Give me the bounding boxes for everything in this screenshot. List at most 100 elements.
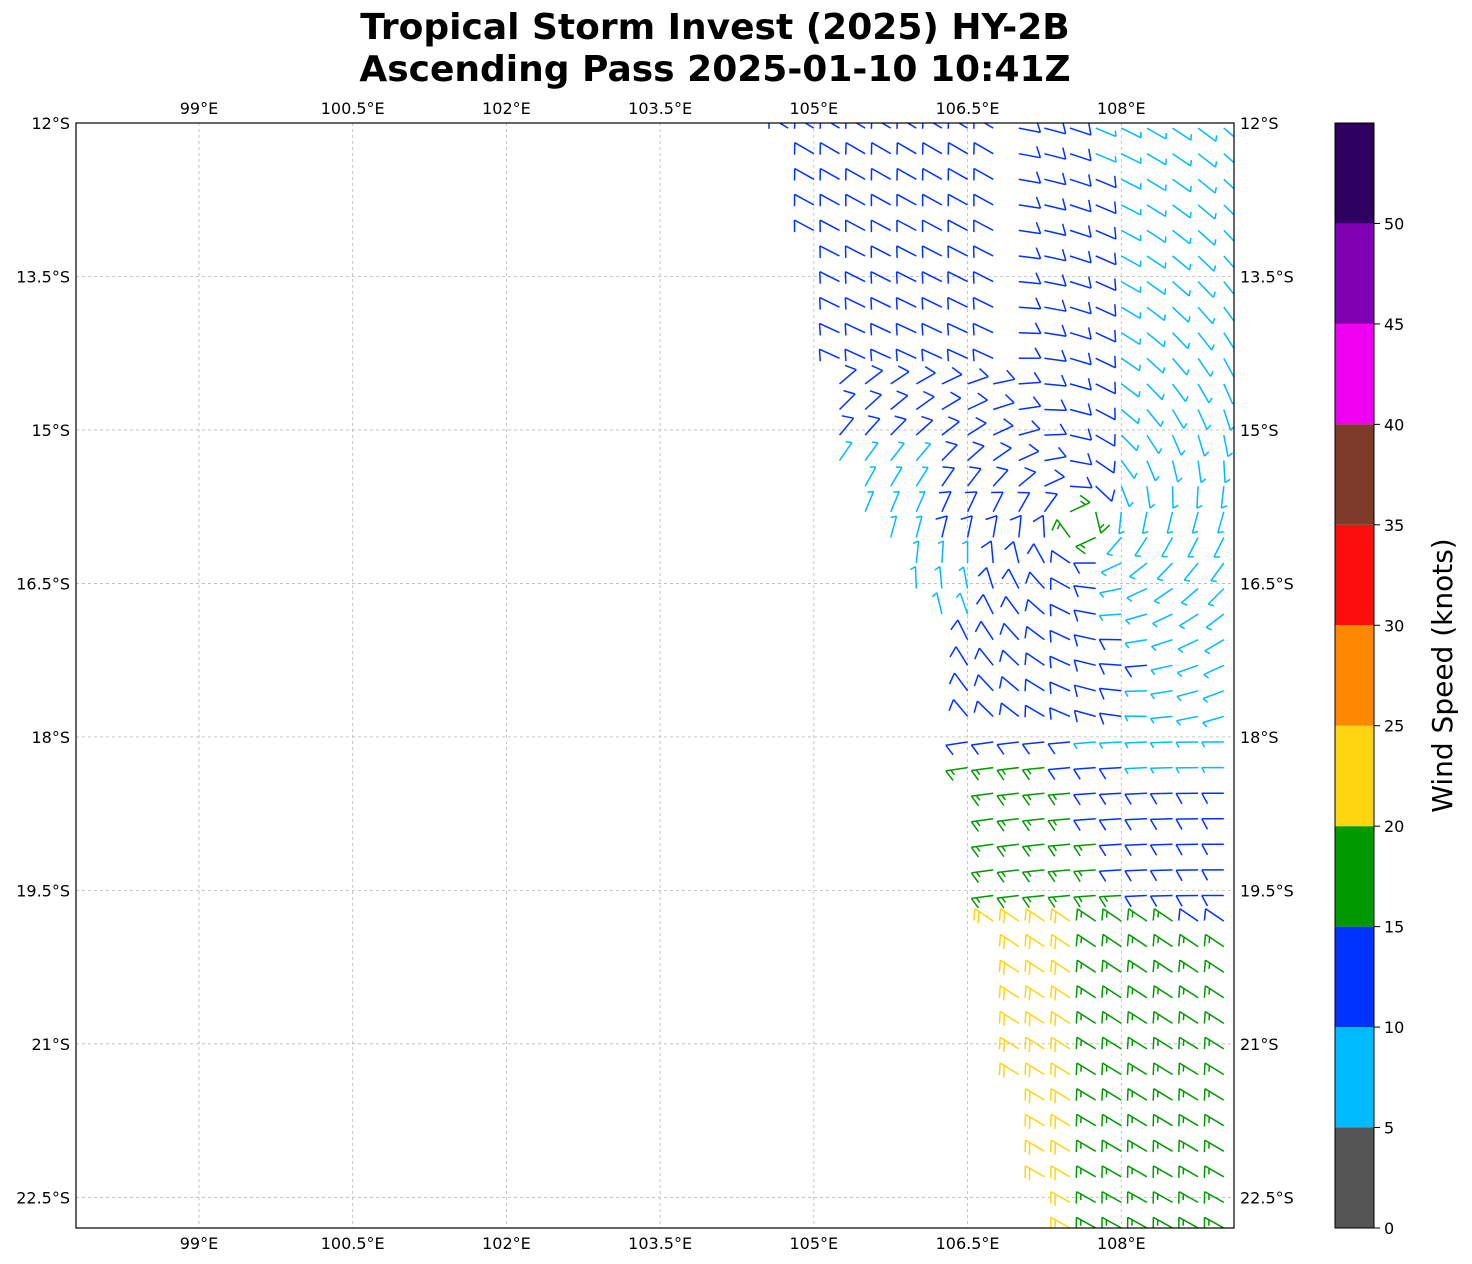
wind-barb xyxy=(1203,1190,1225,1204)
wind-barb xyxy=(1203,1139,1225,1153)
lon-tick-label-top: 105°E xyxy=(790,99,839,118)
wind-barb xyxy=(973,700,994,717)
wind-barb xyxy=(870,123,892,129)
wind-barb xyxy=(1069,352,1092,366)
wind-barb xyxy=(945,766,968,781)
wind-barb xyxy=(1197,204,1217,220)
wind-barb xyxy=(1098,712,1122,725)
wind-barb xyxy=(895,296,917,310)
wind-barb xyxy=(1197,383,1213,404)
wind-barb xyxy=(980,540,994,564)
wind-barb xyxy=(1069,276,1092,289)
wind-barb xyxy=(985,514,998,538)
wind-barb xyxy=(1146,178,1167,192)
wind-barb xyxy=(947,141,968,155)
wind-barb xyxy=(915,490,926,513)
wind-barb xyxy=(844,271,866,284)
wind-barb xyxy=(1069,225,1092,238)
wind-barb xyxy=(890,415,907,436)
wind-barb xyxy=(1069,301,1092,315)
wind-barb xyxy=(1101,1216,1122,1228)
lat-tick-label-right: 18°S xyxy=(1240,728,1279,747)
wind-barb xyxy=(1223,332,1234,350)
wind-barb xyxy=(1152,1010,1173,1025)
lat-tick-label-left: 16.5°S xyxy=(16,574,70,593)
wind-barb xyxy=(947,245,968,258)
wind-barb xyxy=(1126,985,1148,999)
lon-tick-label-bottom: 100.5°E xyxy=(321,1234,385,1253)
colorbar-bin xyxy=(1335,424,1374,525)
wind-barb xyxy=(1126,908,1148,922)
wind-barb xyxy=(1146,127,1167,140)
wind-barb xyxy=(977,566,994,589)
wind-barb xyxy=(896,167,917,181)
colorbar-bin xyxy=(1335,926,1374,1028)
wind-barb xyxy=(1203,908,1225,922)
wind-barb xyxy=(1175,869,1199,882)
wind-barb xyxy=(1178,1113,1199,1127)
wind-barb xyxy=(1201,894,1224,907)
wind-barb xyxy=(1095,434,1116,447)
wind-barb xyxy=(1069,494,1091,513)
wind-barb xyxy=(941,416,960,436)
wind-barb xyxy=(1146,280,1167,296)
wind-barb xyxy=(1134,536,1148,558)
lon-tick-label-bottom: 102°E xyxy=(482,1234,531,1253)
wind-barb xyxy=(921,167,943,181)
wind-barb xyxy=(1146,153,1167,166)
wind-barb xyxy=(1095,278,1117,292)
wind-barb xyxy=(1152,1139,1173,1153)
wind-barb xyxy=(1126,1010,1148,1025)
wind-barb xyxy=(1178,1190,1199,1204)
wind-barb xyxy=(1073,894,1096,908)
wind-barb xyxy=(1049,577,1071,590)
wind-barb xyxy=(1098,817,1122,831)
wind-barb xyxy=(1044,123,1067,135)
wind-barb xyxy=(998,1036,1020,1052)
wind-barb xyxy=(1203,959,1225,973)
wind-barb xyxy=(844,219,866,233)
wind-barb xyxy=(1178,959,1199,973)
wind-barb xyxy=(1149,869,1173,882)
wind-barb xyxy=(1187,537,1199,558)
wind-barb xyxy=(1073,766,1096,780)
wind-barb xyxy=(1018,322,1042,335)
wind-barb xyxy=(1126,1139,1148,1153)
wind-barb xyxy=(1044,299,1067,312)
wind-barb xyxy=(1149,792,1173,805)
wind-barb xyxy=(1018,443,1040,462)
wind-barb xyxy=(1075,536,1097,555)
wind-barb xyxy=(1017,491,1031,513)
wind-barb xyxy=(1120,408,1141,425)
chart-title-line1: Tropical Storm Invest (2025) HY-2B xyxy=(360,7,1070,48)
wind-barb xyxy=(948,699,969,717)
wind-barb xyxy=(890,466,903,487)
wind-barb xyxy=(1044,374,1067,387)
wind-barb xyxy=(921,296,943,310)
wind-barb xyxy=(975,593,994,615)
wind-barb xyxy=(1201,843,1224,856)
wind-barb xyxy=(947,123,968,129)
wind-barb xyxy=(864,390,882,411)
wind-barb xyxy=(1223,434,1234,458)
wind-barb xyxy=(1095,227,1117,240)
wind-barb xyxy=(793,219,815,233)
wind-barb xyxy=(1044,423,1068,436)
wind-barb xyxy=(1073,792,1096,806)
wind-barb xyxy=(973,167,994,181)
wind-barb xyxy=(1049,629,1071,643)
wind-barb xyxy=(1049,1010,1071,1027)
chart-title-line2: Ascending Pass 2025-01-10 10:41Z xyxy=(359,49,1071,90)
lat-tick-label-right: 16.5°S xyxy=(1240,574,1294,593)
wind-barb xyxy=(1120,280,1142,294)
wind-barb xyxy=(1049,655,1071,669)
wind-barb xyxy=(1149,766,1173,774)
wind-barb xyxy=(1004,541,1020,564)
wind-barb xyxy=(1223,409,1234,431)
wind-barb xyxy=(941,366,963,385)
wind-barb xyxy=(1024,1088,1045,1104)
wind-barb xyxy=(1044,324,1067,338)
wind-barb xyxy=(999,622,1020,641)
wind-barb xyxy=(870,296,892,310)
wind-barb xyxy=(1073,609,1096,622)
